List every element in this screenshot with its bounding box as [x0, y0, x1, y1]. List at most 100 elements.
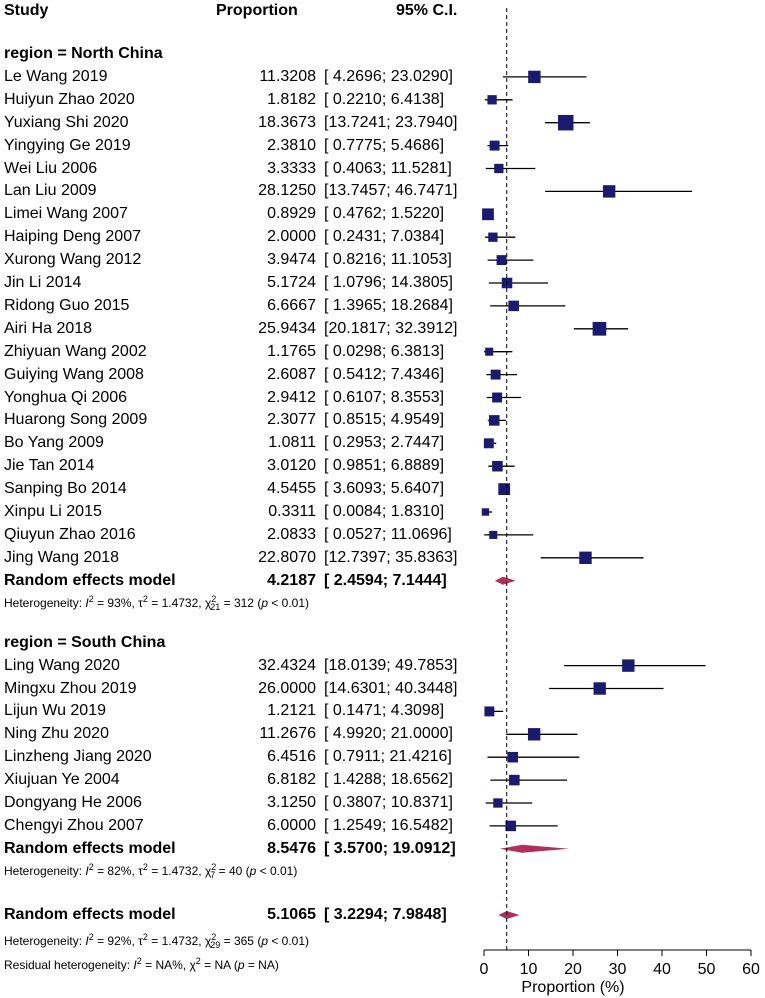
- chi-superscript: 2: [211, 593, 217, 604]
- study-square: [579, 551, 592, 564]
- study-estimate: 3.0120: [267, 457, 316, 475]
- study-ci: [ 1.3965; 18.2684]: [324, 296, 453, 314]
- study-ci: [13.7457; 46.7471]: [324, 182, 458, 200]
- heterogeneity-text-prefix: Heterogeneity:: [4, 863, 86, 878]
- pooled-diamond: [499, 844, 569, 853]
- study-ci: [ 0.0084; 1.8310]: [324, 503, 445, 520]
- study-estimate: 3.3333: [267, 159, 316, 177]
- heterogeneity-text-chi-value: = 40 (: [215, 863, 250, 878]
- study-name: Mingxu Zhou 2019: [4, 679, 137, 697]
- study-square: [482, 208, 494, 221]
- study-ci: [ 0.1471; 4.3098]: [324, 702, 445, 720]
- overall-estimate: 5.1065: [267, 906, 316, 923]
- study-name: Xinpu Li 2015: [4, 503, 102, 520]
- study-name: Sanping Bo 2014: [4, 480, 127, 498]
- overall-heterogeneity: Heterogeneity: I2 = 92%, τ2 = 1.4732, χ2…: [4, 930, 309, 952]
- study-ci: [ 1.4288; 18.6562]: [324, 771, 453, 789]
- study-square: [557, 114, 574, 131]
- residual-heterogeneity-p-label: p: [237, 958, 245, 972]
- study-name: Bo Yang 2009: [4, 434, 104, 452]
- x-axis-label: Proportion (%): [521, 979, 624, 996]
- heterogeneity-text-i2-label: I: [85, 863, 89, 878]
- study-name: Chengyi Zhou 2007: [4, 816, 144, 834]
- overall-label: Random effects model: [4, 906, 176, 923]
- heterogeneity-text-p-value: < 0.01): [268, 595, 310, 610]
- study-estimate: 22.8070: [258, 548, 316, 566]
- study-square: [527, 728, 541, 741]
- pooled-label: Random effects model: [4, 571, 176, 589]
- study-name: Zhiyuan Wang 2002: [4, 342, 147, 360]
- study-ci: [ 0.0298; 6.3813]: [324, 342, 445, 360]
- heterogeneity-text-chi-df: 21: [210, 602, 221, 613]
- header-study: Study: [4, 2, 49, 19]
- pooled-estimate: 8.5476: [267, 839, 316, 857]
- study-name: Jing Wang 2018: [4, 548, 120, 566]
- residual-heterogeneity-chi-value: = NA (: [200, 958, 238, 972]
- i2-superscript: 2: [88, 932, 94, 942]
- study-name: Jin Li 2014: [4, 274, 82, 291]
- tau-superscript: 2: [142, 861, 148, 872]
- study-ci: [ 4.2696; 23.0290]: [324, 67, 453, 85]
- study-name: Ning Zhu 2020: [4, 725, 109, 743]
- study-ci: [ 0.3807; 10.8371]: [324, 794, 453, 811]
- heterogeneity-text-chi-value: = 312 (: [220, 595, 262, 610]
- study-estimate: 2.0833: [267, 525, 316, 543]
- overall-heterogeneity-tau-value: = 1.4732,: [147, 934, 205, 948]
- study-ci: [18.0139; 49.7853]: [324, 656, 458, 674]
- study-estimate: 2.3810: [267, 136, 316, 154]
- study-ci: [ 1.0796; 14.3805]: [324, 274, 453, 291]
- study-square: [485, 347, 494, 356]
- study-name: Ridong Guo 2015: [4, 296, 130, 314]
- study-ci: [ 0.7775; 5.4686]: [324, 136, 445, 154]
- residual-heterogeneity-chi-label: χ: [189, 958, 196, 972]
- study-name: Yuxiang Shi 2020: [4, 113, 129, 131]
- study-estimate: 0.8929: [267, 205, 316, 223]
- study-name: Guiying Wang 2008: [4, 365, 144, 383]
- overall-heterogeneity-i2-label: I: [85, 934, 89, 948]
- study-name: Lan Liu 2009: [4, 182, 97, 200]
- study-ci: [ 4.9920; 21.0000]: [324, 725, 453, 743]
- study-name: Linzheng Jiang 2020: [4, 748, 152, 766]
- overall-heterogeneity-p-value: < 0.01): [268, 934, 310, 948]
- heterogeneity-text-p-label: p: [261, 595, 268, 610]
- x-tick-label: 10: [520, 961, 538, 978]
- study-square: [481, 508, 490, 516]
- study-ci: [12.7397; 35.8363]: [324, 548, 458, 566]
- study-estimate: 5.1724: [267, 274, 316, 291]
- study-square: [483, 438, 494, 449]
- heterogeneity-text-i2-value: = 82%,: [93, 863, 139, 878]
- study-square: [528, 70, 541, 84]
- study-square: [622, 659, 635, 672]
- study-name: Lijun Wu 2019: [4, 702, 106, 720]
- study-square: [484, 706, 495, 717]
- heterogeneity-text-tau-label: τ: [138, 863, 143, 878]
- pooled-diamond: [494, 576, 516, 585]
- study-estimate: 1.2121: [267, 702, 316, 720]
- study-name: Jie Tan 2014: [4, 457, 95, 475]
- pooled-ci: [ 2.4594; 7.1444]: [324, 571, 447, 589]
- study-ci: [ 0.4063; 11.5281]: [324, 159, 452, 177]
- overall-heterogeneity-chi-label: χ: [204, 934, 212, 948]
- group-label: region = North China: [4, 45, 163, 62]
- study-square: [494, 163, 504, 174]
- residual-heterogeneity-prefix: Residual heterogeneity:: [4, 958, 134, 972]
- study-estimate: 2.3077: [267, 411, 316, 429]
- x-tick-label: 20: [564, 961, 582, 978]
- study-square: [496, 255, 507, 266]
- study-ci: [ 0.5412; 7.4346]: [324, 365, 445, 383]
- study-ci: [20.1817; 32.3912]: [324, 319, 458, 337]
- study-ci: [14.6301; 40.3448]: [324, 679, 458, 697]
- residual-heterogeneity-i2-label: I: [133, 958, 137, 972]
- heterogeneity-text-chi-label: χ: [204, 595, 212, 610]
- x-tick-label: 0: [480, 961, 489, 978]
- study-estimate: 3.9474: [267, 251, 316, 269]
- study-estimate: 2.0000: [267, 228, 316, 246]
- x-tick-label: 60: [742, 961, 760, 978]
- x-tick-label: 30: [609, 961, 627, 978]
- study-name: Yingying Ge 2019: [4, 136, 131, 154]
- study-estimate: 25.9434: [258, 319, 316, 337]
- study-estimate: 11.2676: [259, 725, 316, 743]
- heterogeneity-text-chi-label: χ: [204, 863, 212, 878]
- chi-superscript: 2: [195, 956, 201, 966]
